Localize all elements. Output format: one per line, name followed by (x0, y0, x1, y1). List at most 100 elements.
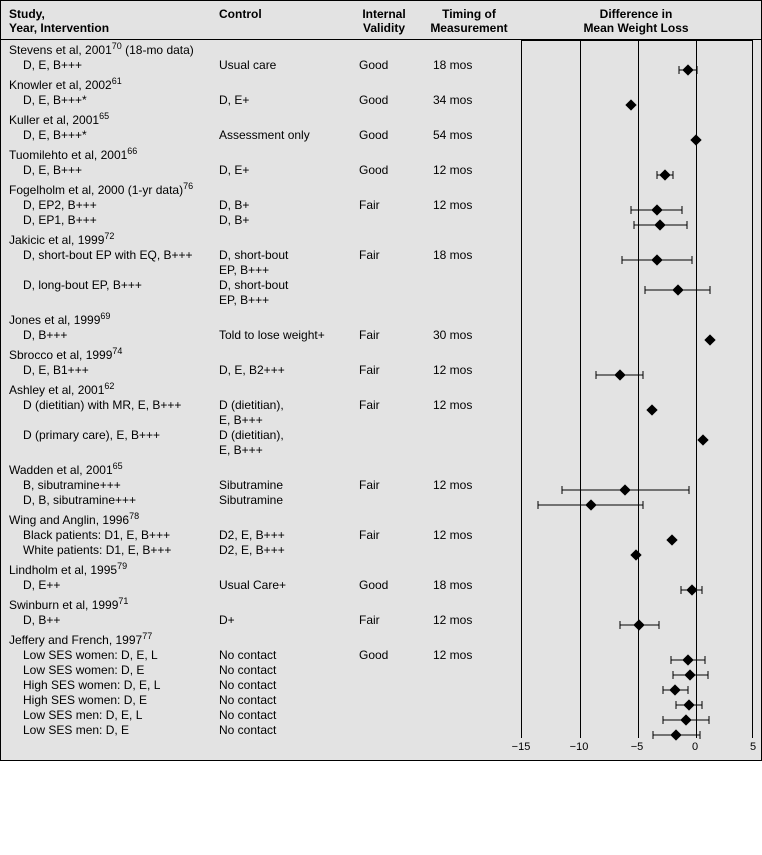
cell-timing: 12 mos (419, 613, 519, 628)
cell-control: No contact (219, 663, 349, 678)
cell-validity: Good (349, 58, 419, 73)
header-plot: Difference inMean Weight Loss (519, 7, 753, 35)
citation-ref: 65 (113, 461, 123, 471)
axis-tick-label: −5 (631, 741, 644, 753)
citation-ref: 72 (104, 231, 114, 241)
cell-validity (349, 663, 419, 678)
cell-intervention: High SES women: D, E (1, 693, 219, 708)
plot-gridline (638, 41, 639, 738)
cell-control: Usual care (219, 58, 349, 73)
citation-ref: 78 (129, 511, 139, 521)
cell-timing (419, 678, 519, 693)
cell-timing: 12 mos (419, 198, 519, 213)
cell-validity (349, 723, 419, 738)
cell-control: Sibutramine (219, 493, 349, 508)
cell-validity: Fair (349, 328, 419, 343)
cell-timing: 12 mos (419, 398, 519, 428)
cell-timing (419, 723, 519, 738)
cell-intervention: White patients: D1, E, B+++ (1, 543, 219, 558)
cell-control: No contact (219, 723, 349, 738)
cell-control: D (dietitian),E, B+++ (219, 398, 349, 428)
cell-control: No contact (219, 708, 349, 723)
cell-timing: 12 mos (419, 163, 519, 178)
cell-timing (419, 708, 519, 723)
cell-intervention: D, B+++ (1, 328, 219, 343)
citation-ref: 70 (112, 41, 122, 51)
header-validity: InternalValidity (349, 7, 419, 35)
cell-timing (419, 278, 519, 308)
cell-timing: 54 mos (419, 128, 519, 143)
cell-timing (419, 428, 519, 458)
cell-intervention: D (primary care), E, B+++ (1, 428, 219, 458)
cell-validity (349, 278, 419, 308)
citation-ref: 69 (100, 311, 110, 321)
cell-validity: Good (349, 128, 419, 143)
cell-timing: 12 mos (419, 478, 519, 493)
cell-intervention: Low SES men: D, E, L (1, 708, 219, 723)
cell-intervention: Low SES men: D, E (1, 723, 219, 738)
cell-validity (349, 428, 419, 458)
cell-timing (419, 543, 519, 558)
cell-intervention: Black patients: D1, E, B+++ (1, 528, 219, 543)
cell-control: Sibutramine (219, 478, 349, 493)
plot-gridline (580, 41, 581, 738)
cell-validity: Fair (349, 398, 419, 428)
citation-ref: 79 (117, 561, 127, 571)
header-study: Study,Year, Intervention (1, 7, 219, 35)
cell-control: Usual Care+ (219, 578, 349, 593)
cell-intervention: D, E++ (1, 578, 219, 593)
cell-validity: Fair (349, 198, 419, 213)
cell-timing: 18 mos (419, 248, 519, 278)
cell-intervention: D, E, B+++ (1, 58, 219, 73)
citation-ref: 65 (99, 111, 109, 121)
cell-intervention: D, short-bout EP with EQ, B+++ (1, 248, 219, 278)
cell-validity (349, 213, 419, 228)
cell-intervention: High SES women: D, E, L (1, 678, 219, 693)
header-control: Control (219, 7, 349, 35)
cell-control: Told to lose weight+ (219, 328, 349, 343)
cell-timing: 12 mos (419, 528, 519, 543)
cell-intervention: D, B, sibutramine+++ (1, 493, 219, 508)
cell-control: No contact (219, 648, 349, 663)
cell-validity: Fair (349, 363, 419, 378)
cell-validity: Good (349, 648, 419, 663)
cell-timing (419, 493, 519, 508)
cell-validity (349, 693, 419, 708)
cell-intervention: D, B++ (1, 613, 219, 628)
cell-intervention: Low SES women: D, E, L (1, 648, 219, 663)
citation-ref: 74 (112, 346, 122, 356)
citation-ref: 62 (104, 381, 114, 391)
cell-control: No contact (219, 693, 349, 708)
plot-gridline (696, 41, 697, 738)
cell-timing: 34 mos (419, 93, 519, 108)
cell-control: No contact (219, 678, 349, 693)
cell-validity: Fair (349, 613, 419, 628)
cell-validity: Fair (349, 528, 419, 543)
cell-control: D, short-boutEP, B+++ (219, 278, 349, 308)
forest-plot-area (521, 40, 753, 738)
axis-tick-label: −15 (512, 741, 531, 753)
cell-control: D, B+ (219, 213, 349, 228)
cell-validity: Good (349, 93, 419, 108)
cell-control: D, E, B2+++ (219, 363, 349, 378)
citation-ref: 77 (142, 631, 152, 641)
cell-intervention: D, E, B1+++ (1, 363, 219, 378)
citation-ref: 61 (112, 76, 122, 86)
axis-tick-label: −10 (570, 741, 589, 753)
cell-control: D, short-boutEP, B+++ (219, 248, 349, 278)
axis-tick-label: 0 (692, 741, 698, 753)
forest-plot-figure: Study,Year, Intervention Control Interna… (0, 0, 762, 761)
cell-intervention: D, EP1, B+++ (1, 213, 219, 228)
cell-control: D2, E, B+++ (219, 543, 349, 558)
table-header: Study,Year, Intervention Control Interna… (1, 1, 761, 40)
cell-intervention: D (dietitian) with MR, E, B+++ (1, 398, 219, 428)
cell-control: D+ (219, 613, 349, 628)
cell-intervention: D, E, B+++* (1, 128, 219, 143)
citation-ref: 71 (118, 596, 128, 606)
cell-validity: Good (349, 163, 419, 178)
cell-timing: 30 mos (419, 328, 519, 343)
cell-validity: Fair (349, 478, 419, 493)
header-timing: Timing ofMeasurement (419, 7, 519, 35)
cell-timing (419, 693, 519, 708)
cell-intervention: D, long-bout EP, B+++ (1, 278, 219, 308)
